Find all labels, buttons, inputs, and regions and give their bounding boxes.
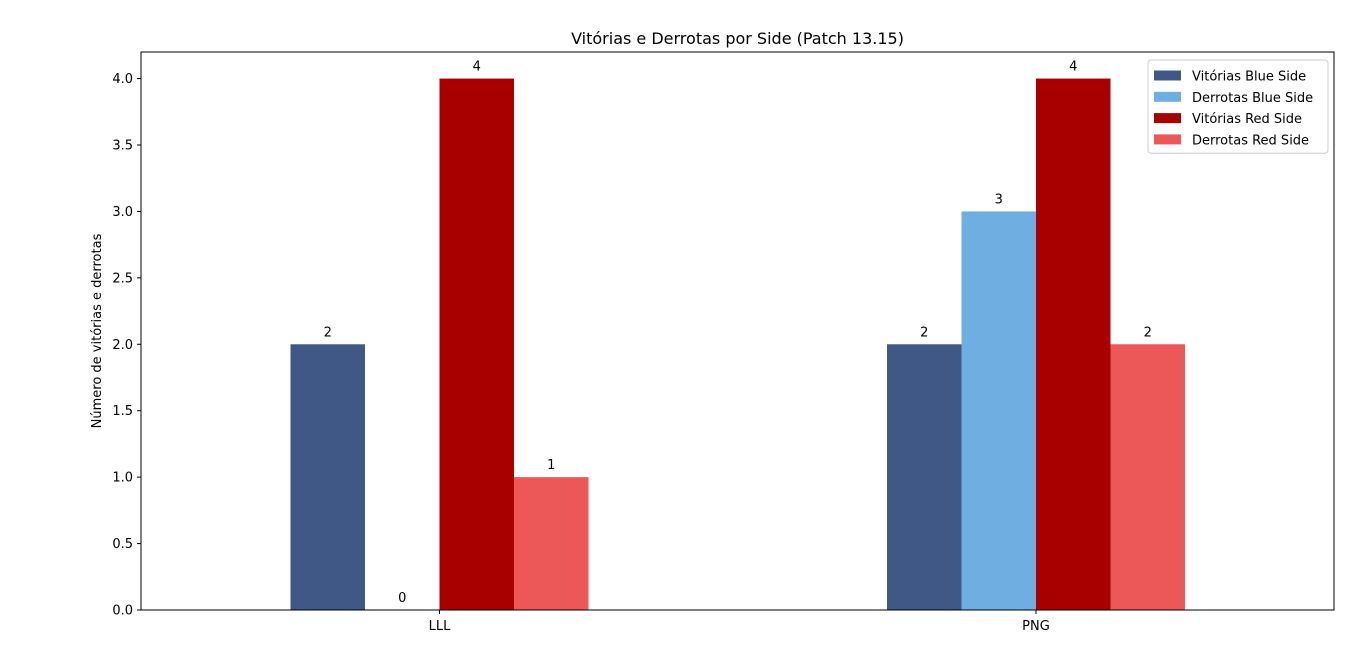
y-tick-label: 4.0: [112, 72, 133, 87]
legend-box: [1147, 59, 1329, 154]
y-axis: 0.0 0.5 1.0 1.5 2.0 2.5 3.0 3.5 4.0: [112, 72, 141, 619]
data-label-vitorias-blue-side-png: 2: [920, 325, 928, 340]
data-label-derrotas-red-side-png: 2: [1144, 325, 1152, 340]
y-tick-label: 3.0: [112, 205, 133, 220]
bar-derrotas-red-side-png: [1110, 344, 1185, 610]
y-tick-label: 3.5: [112, 139, 133, 154]
bar-vitorias-red-side-png: [1036, 78, 1111, 611]
bar-vitorias-blue-side-png: [887, 344, 962, 610]
legend-label-derrotas-blue-side: Derrotas Blue Side: [1192, 91, 1313, 106]
bar-vitorias-blue-side-lll: [290, 344, 365, 610]
data-labels-layer: 2 0 4 1 2 3 4 2: [324, 60, 1152, 606]
y-tick-label: 1.0: [112, 471, 133, 486]
y-tick-label: 1.5: [112, 404, 133, 419]
data-label-vitorias-red-side-lll: 4: [473, 60, 481, 75]
data-label-vitorias-red-side-png: 4: [1069, 60, 1077, 75]
data-label-derrotas-red-side-lll: 1: [547, 458, 555, 473]
bar-vitorias-red-side-lll: [439, 78, 514, 611]
y-tick-label: 2.5: [112, 271, 133, 286]
legend-label-vitorias-red-side: Vitórias Red Side: [1192, 112, 1302, 127]
x-axis: LLL PNG: [429, 610, 1050, 634]
bar-derrotas-blue-side-png: [961, 211, 1036, 610]
y-tick-label: 2.0: [112, 338, 133, 353]
data-label-vitorias-blue-side-lll: 2: [324, 325, 332, 340]
bar-derrotas-red-side-lll: [514, 477, 589, 610]
bars-layer: [290, 78, 1185, 611]
legend-label-derrotas-red-side: Derrotas Red Side: [1192, 133, 1309, 148]
data-label-derrotas-blue-side-png: 3: [995, 192, 1003, 207]
plot-frame: [140, 51, 1335, 611]
legend: Vitórias Blue Side Derrotas Blue Side Vitó…: [1147, 59, 1329, 154]
x-tick-label-png: PNG: [1022, 619, 1050, 634]
legend-swatch-derrotas-red-side: [1154, 134, 1181, 145]
y-tick-label: 0.5: [112, 537, 133, 552]
y-tick-label: 0.0: [112, 604, 133, 619]
legend-label-vitorias-blue-side: Vitórias Blue Side: [1192, 70, 1306, 85]
legend-swatch-derrotas-blue-side: [1154, 91, 1181, 102]
x-tick-label-lll: LLL: [429, 619, 451, 634]
y-axis-label: Número de vitórias e derrotas: [90, 233, 105, 428]
legend-swatch-vitorias-red-side: [1154, 113, 1181, 124]
data-label-derrotas-blue-side-lll: 0: [398, 591, 406, 606]
legend-swatch-vitorias-blue-side: [1154, 70, 1181, 81]
chart-title: Vitórias e Derrotas por Side (Patch 13.1…: [571, 29, 904, 48]
